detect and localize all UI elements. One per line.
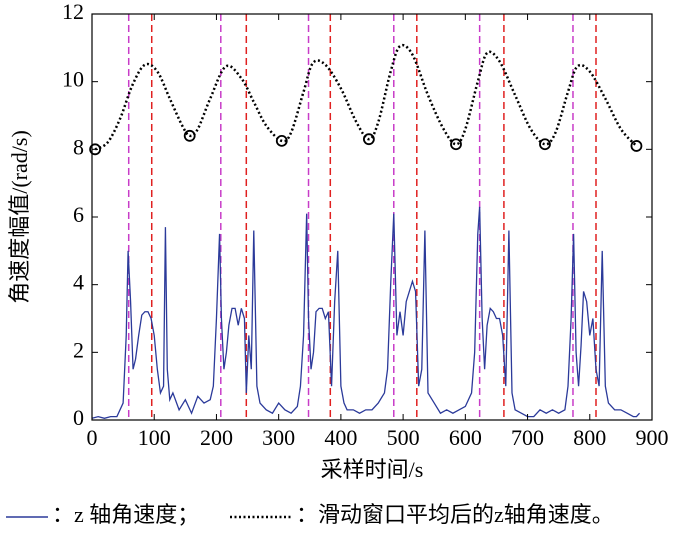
marker <box>275 134 288 147</box>
y-tick-label: 10 <box>62 67 84 92</box>
marker <box>89 143 102 156</box>
x-axis-title: 采样时间/s <box>321 457 424 482</box>
marker <box>183 129 196 142</box>
x-tick-label: 100 <box>138 425 171 450</box>
x-tick-label: 500 <box>387 425 420 450</box>
x-tick-label: 300 <box>262 425 295 450</box>
x-tick-label: 700 <box>511 425 544 450</box>
y-tick-label: 2 <box>73 337 84 362</box>
marker <box>362 133 375 146</box>
y-tick-label: 4 <box>73 270 84 295</box>
x-tick-label: 600 <box>449 425 482 450</box>
marker <box>630 140 643 152</box>
series-line <box>94 43 638 151</box>
y-tick-label: 0 <box>73 405 84 430</box>
marker <box>450 138 462 151</box>
y-tick-label: 12 <box>62 0 84 24</box>
plot-frame <box>91 13 653 421</box>
marker <box>539 138 551 151</box>
x-tick-label: 0 <box>87 425 98 450</box>
y-tick-label: 6 <box>73 202 84 227</box>
x-tick-label: 900 <box>636 425 669 450</box>
y-tick-label: 8 <box>73 134 84 159</box>
x-tick-label: 800 <box>573 425 606 450</box>
x-tick-label: 400 <box>324 425 357 450</box>
legend-label: ：z 轴角速度； <box>52 502 199 527</box>
series-line <box>91 206 641 419</box>
x-tick-label: 200 <box>200 425 233 450</box>
legend-label: ：滑动窗口平均后的z轴角速度。 <box>296 502 614 527</box>
y-axis-title: 角速度幅值/(rad/s) <box>7 130 32 304</box>
